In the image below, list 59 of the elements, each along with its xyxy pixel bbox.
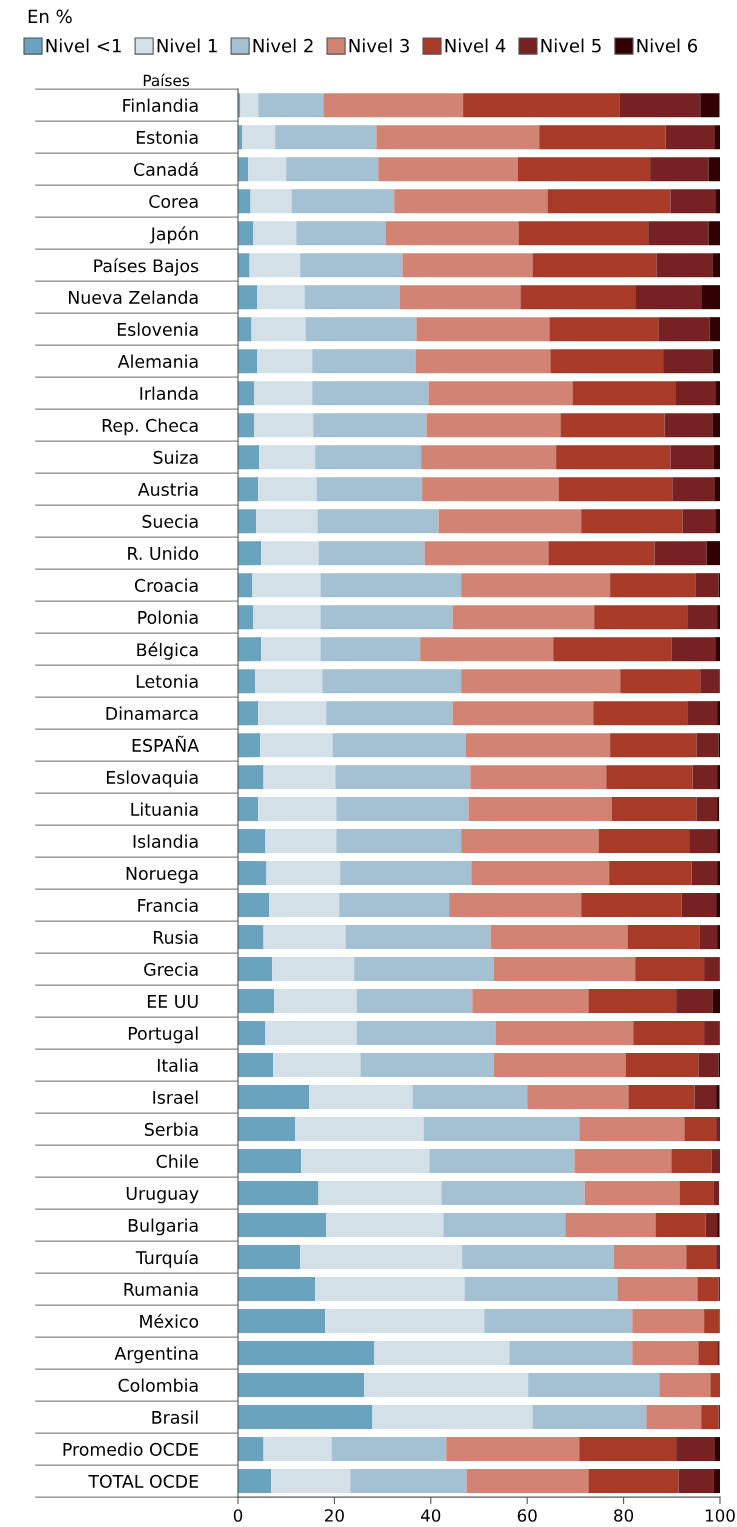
x-tick-label: 0	[233, 1509, 243, 1522]
y-tick-label: Argentina	[114, 1346, 198, 1364]
y-tick-label: Grecia	[144, 962, 198, 976]
y-tick-label: Países Bajos	[94, 258, 199, 276]
y-tick-label: Letonia	[136, 674, 198, 688]
x-tick-label: 100	[705, 1509, 735, 1522]
x-tick-label: 80	[614, 1509, 634, 1522]
y-tick-label: EE UU	[147, 995, 198, 1008]
legend-label: Nivel 6	[637, 38, 698, 53]
y-tick-label: Islandia	[133, 834, 198, 848]
legend-label: Nivel 3	[349, 38, 409, 53]
y-tick-label: Colombia	[118, 1378, 198, 1392]
y-tick-label: Suiza	[153, 450, 198, 464]
y-tick-label: Rusia	[154, 930, 198, 944]
legend-label: Nivel 5	[541, 38, 601, 53]
y-tick-label: Canadá	[134, 161, 198, 177]
legend-label: Nivel 2	[253, 38, 313, 53]
y-tick-label: Turquía	[135, 1250, 198, 1268]
y-tick-label: R. Unido	[128, 546, 199, 560]
y-tick-label: Brasil	[152, 1410, 198, 1424]
y-tick-label: Eslovaquia	[106, 770, 198, 788]
y-tick-label: Noruega	[126, 867, 198, 884]
y-tick-label: Japón	[149, 226, 198, 244]
y-tick-label: Bélgica	[137, 642, 198, 660]
y-axis-title: Países	[143, 73, 190, 87]
y-tick-label: Francia	[138, 898, 198, 912]
y-tick-label: Rumania	[124, 1282, 198, 1296]
y-tick-label: Suecia	[142, 514, 198, 528]
x-tick-label: 60	[517, 1509, 537, 1522]
y-tick-label: Finlandia	[123, 98, 198, 113]
x-tick-label: 20	[325, 1509, 344, 1522]
y-tick-label: Italia	[157, 1058, 198, 1072]
y-tick-label: Portugal	[128, 1026, 198, 1044]
y-tick-label: Nueva Zelanda	[69, 290, 198, 304]
y-tick-label: Serbia	[144, 1122, 198, 1136]
y-tick-label: Uruguay	[126, 1187, 199, 1204]
y-tick-label: Croacia	[134, 578, 198, 592]
y-tick-label: Alemania	[117, 354, 198, 368]
legend-label: Nivel 1	[157, 38, 217, 53]
y-tick-label: Polonia	[138, 610, 198, 624]
y-tick-label: Chile	[156, 1154, 199, 1168]
y-tick-label: México	[140, 1313, 199, 1328]
y-tick-label: TOTAL OCDE	[88, 1474, 198, 1488]
legend-label: Nivel <1	[46, 38, 121, 53]
y-tick-label: Irlanda	[140, 386, 198, 400]
y-tick-label: Lituania	[131, 802, 198, 816]
y-tick-label: Promedio OCDE	[63, 1442, 198, 1456]
text: En %	[28, 9, 72, 24]
x-tick-label: 40	[421, 1509, 441, 1522]
y-tick-label: Eslovenia	[117, 322, 198, 336]
y-tick-label: Bulgaria	[128, 1218, 198, 1236]
y-tick-label: Austria	[137, 482, 198, 496]
y-tick-label: Israel	[153, 1090, 198, 1104]
y-tick-label: ESPAÑA	[132, 735, 199, 752]
y-tick-label: Dinamarca	[106, 706, 198, 720]
y-tick-label: Corea	[149, 194, 198, 209]
legend-label: Nivel 4	[445, 38, 506, 53]
y-tick-label: Estonia	[136, 130, 198, 145]
y-tick-label: Rep. Checa	[102, 418, 198, 436]
